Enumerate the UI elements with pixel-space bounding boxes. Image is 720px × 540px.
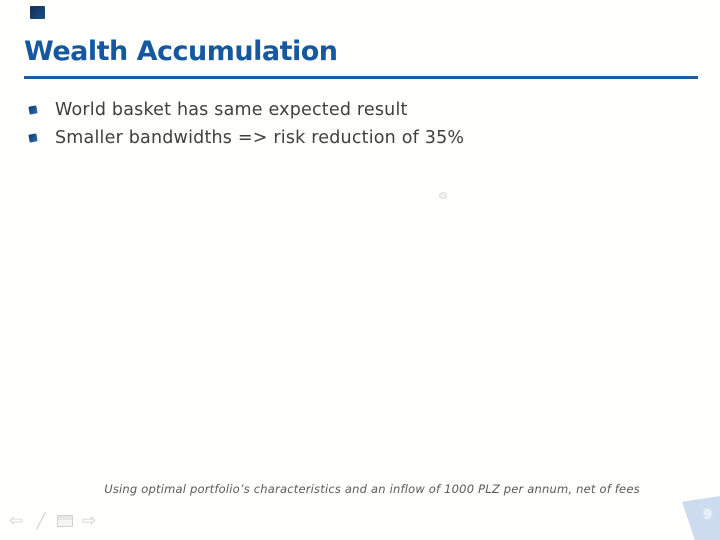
bullet-text: World basket has same expected result [55, 100, 408, 120]
forward-arrow-icon[interactable]: ⇨ [81, 511, 97, 531]
square-bullet-icon [28, 133, 38, 143]
pen-icon[interactable]: ╱ [36, 512, 46, 530]
square-bullet-icon [28, 105, 38, 115]
list-item: Smaller bandwidths => risk reduction of … [28, 124, 465, 152]
slideshow-nav-toolbar: ⇦ ╱ ⇨ [7, 511, 98, 531]
bullet-text: Smaller bandwidths => risk reduction of … [55, 128, 465, 148]
slide-footnote: Using optimal portfolio’s characteristic… [104, 482, 640, 496]
page-number-tab: 9 [682, 496, 720, 540]
title-underline-rule [24, 76, 698, 79]
page-number: 9 [702, 508, 712, 523]
stray-dot [439, 192, 447, 199]
list-item: World basket has same expected result [28, 96, 464, 124]
bullet-list: World basket has same expected result Sm… [28, 96, 465, 152]
back-arrow-icon[interactable]: ⇦ [8, 511, 24, 531]
corner-accent-square [30, 6, 45, 19]
slideshow-menu-icon[interactable] [57, 515, 73, 527]
slide-title: Wealth Accumulation [24, 36, 338, 67]
